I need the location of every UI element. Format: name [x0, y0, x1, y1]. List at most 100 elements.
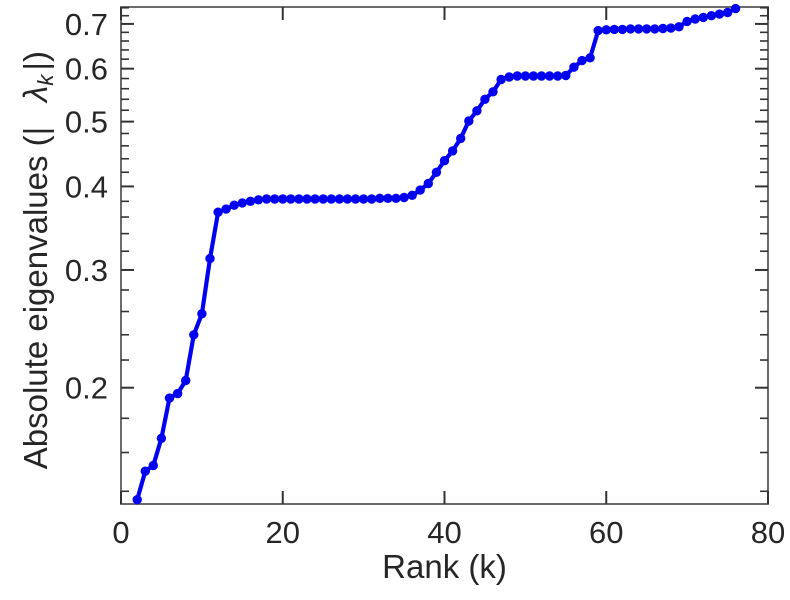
data-point-marker: [383, 193, 393, 203]
y-tick-label: 0.5: [65, 105, 108, 140]
data-point-marker: [722, 7, 733, 18]
data-point-marker: [164, 393, 175, 403]
data-point-marker: [536, 71, 547, 81]
y-tick-label: 0.2: [65, 371, 108, 406]
data-point-marker: [431, 167, 442, 177]
data-point-marker: [375, 193, 385, 203]
data-point-marker: [205, 253, 215, 264]
data-point-marker: [294, 194, 304, 204]
y-axis-minor-ticks: [121, 6, 768, 493]
data-point-marker: [221, 204, 231, 214]
data-point-marker: [326, 194, 336, 204]
data-point-marker: [666, 23, 676, 33]
data-point-marker: [278, 194, 288, 204]
data-point-marker: [245, 196, 256, 206]
data-point-marker: [464, 116, 474, 126]
data-point-marker: [488, 87, 498, 97]
data-point-marker: [310, 194, 320, 204]
data-point-marker: [698, 12, 708, 23]
data-point-marker: [714, 9, 725, 19]
data-point-marker: [189, 330, 199, 340]
data-point-marker: [132, 495, 142, 505]
data-point-marker: [253, 195, 264, 205]
data-point-marker: [439, 156, 450, 166]
data-point-marker: [577, 55, 587, 66]
data-point-marker: [456, 133, 466, 144]
data-point-marker: [504, 72, 514, 82]
y-axis-label-suffix: |): [16, 51, 54, 71]
data-point-marker: [261, 194, 272, 204]
data-point-marker: [302, 194, 312, 204]
x-axis-ticks: 0 20 40 60 80: [112, 7, 785, 550]
data-point-marker: [730, 3, 741, 14]
x-tick-label: 80: [751, 515, 785, 550]
data-point-marker: [423, 178, 433, 189]
data-point-marker: [342, 194, 353, 204]
data-point-marker: [650, 24, 660, 34]
data-point-marker: [496, 74, 506, 85]
data-point-marker: [585, 53, 595, 63]
data-point-marker: [625, 24, 636, 34]
data-point-marker: [682, 16, 692, 27]
data-point-marker: [391, 193, 401, 203]
y-axis-label-prefix: Absolute eigenvalues (|: [16, 126, 54, 470]
lambda-symbol: λ: [16, 85, 54, 103]
lambda-subscript: k: [33, 74, 59, 86]
data-point-marker: [334, 194, 345, 204]
data-point-marker: [561, 70, 571, 81]
data-point-marker: [569, 62, 579, 72]
data-point-marker: [181, 375, 191, 386]
data-point-marker: [658, 23, 668, 34]
data-point-marker: [237, 198, 247, 208]
y-tick-label: 0.6: [65, 52, 108, 87]
data-point-marker: [544, 71, 555, 81]
data-point-marker: [350, 194, 361, 204]
data-line: [135, 6, 738, 502]
data-point-marker: [318, 194, 328, 204]
data-point-marker: [472, 106, 482, 116]
data-point-marker: [528, 71, 539, 81]
data-point-marker: [633, 24, 644, 34]
data-point-marker: [706, 11, 717, 21]
data-point-marker: [480, 94, 490, 105]
data-point-marker: [407, 190, 417, 200]
data-point-marker: [270, 194, 280, 204]
data-point-marker: [213, 207, 223, 217]
data-point-marker: [415, 185, 425, 195]
data-point-marker: [642, 24, 652, 34]
data-point-marker: [601, 25, 611, 35]
data-point-marker: [172, 388, 183, 399]
data-point-marker: [399, 192, 409, 203]
x-tick-label: 40: [427, 515, 461, 550]
y-tick-label: 0.4: [65, 169, 108, 204]
y-axis-ticks: 0.2 0.3 0.4 0.5 0.6 0.7: [65, 7, 768, 406]
data-point-marker: [512, 71, 522, 81]
data-point-marker: [286, 194, 296, 204]
data-point-marker: [358, 194, 369, 204]
data-point-marker: [447, 146, 458, 156]
data-point-marker: [609, 24, 619, 35]
x-tick-label: 0: [112, 515, 129, 550]
plot-area: [120, 6, 769, 505]
data-point-marker: [690, 14, 700, 24]
x-tick-label: 20: [266, 515, 300, 550]
x-axis-label: Rank (k): [382, 548, 507, 585]
data-point-marker: [140, 466, 150, 476]
data-point-marker: [148, 460, 158, 471]
y-axis-label: Absolute eigenvalues (| λk |): [17, 10, 59, 510]
y-tick-label: 0.7: [65, 7, 108, 42]
data-point-marker: [197, 309, 207, 319]
data-point-marker: [520, 71, 531, 81]
data-point-marker: [229, 200, 239, 210]
data-point-marker: [617, 24, 628, 35]
data-points: [132, 3, 741, 505]
data-point-marker: [593, 25, 603, 36]
data-point-marker: [553, 71, 563, 81]
data-point-marker: [674, 22, 684, 32]
data-point-marker: [367, 194, 377, 204]
data-point-marker: [156, 433, 167, 443]
y-tick-label: 0.3: [65, 253, 108, 288]
x-tick-label: 60: [589, 515, 623, 550]
